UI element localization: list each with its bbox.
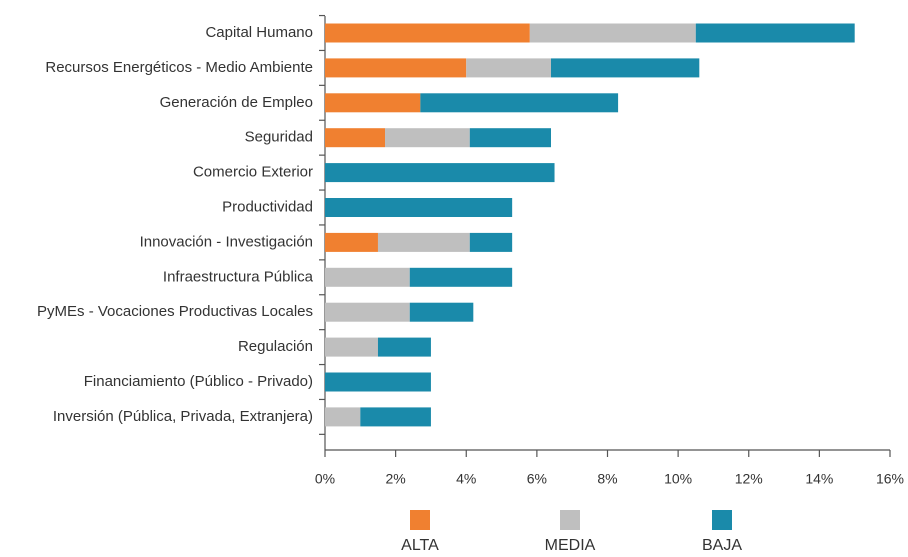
category-label: Seguridad	[245, 129, 313, 146]
x-tick-label: 8%	[597, 471, 617, 487]
bar-segment	[325, 128, 386, 148]
bar-segment	[377, 232, 470, 252]
bar-segment	[325, 163, 555, 183]
legend-label: ALTA	[401, 537, 439, 554]
bar-segment	[325, 198, 513, 217]
bar-segment	[325, 267, 410, 287]
category-label: PyMEs - Vocaciones Productivas Locales	[37, 303, 313, 320]
bar-segment	[695, 23, 855, 43]
category-label: Productividad	[222, 198, 313, 215]
category-label: Recursos Energéticos - Medio Ambiente	[45, 59, 313, 76]
bar-segment	[385, 128, 470, 148]
category-label: Financiamiento (Público - Privado)	[84, 373, 313, 390]
bar-segment	[466, 58, 551, 78]
category-label: Comercio Exterior	[193, 164, 313, 181]
x-tick-label: 0%	[315, 471, 335, 487]
category-label: Capital Humano	[205, 24, 313, 41]
category-label: Infraestructura Pública	[163, 268, 314, 285]
category-label: Inversión (Pública, Privada, Extranjera)	[53, 408, 313, 425]
category-label: Innovación - Investigación	[140, 233, 313, 250]
bar-segment	[377, 337, 431, 357]
bar-segment	[325, 93, 421, 113]
bar-segment	[409, 302, 474, 322]
bar-segment	[409, 267, 513, 287]
legend-label: BAJA	[702, 537, 742, 554]
legend-swatch	[712, 510, 732, 530]
x-tick-label: 16%	[876, 471, 904, 487]
x-tick-label: 10%	[664, 471, 692, 487]
x-tick-label: 12%	[735, 471, 763, 487]
x-tick-label: 14%	[805, 471, 833, 487]
bar-segment	[325, 58, 467, 78]
bar-segment	[325, 302, 410, 322]
bar-segment	[325, 372, 431, 392]
bar-segment	[360, 407, 431, 427]
legend-label: MEDIA	[545, 537, 596, 554]
x-tick-label: 2%	[386, 471, 406, 487]
legend-swatch	[560, 510, 580, 530]
bar-segment	[325, 232, 378, 252]
category-label: Generación de Empleo	[160, 94, 313, 111]
bar-segment	[325, 337, 378, 357]
bar-segment	[469, 128, 551, 148]
x-tick-label: 6%	[527, 471, 547, 487]
bar-segment	[551, 58, 700, 78]
category-label: Regulación	[238, 338, 313, 355]
legend-swatch	[410, 510, 430, 530]
bar-segment	[469, 232, 513, 252]
bar-segment	[420, 93, 619, 113]
bar-segment	[325, 23, 530, 43]
bar-segment	[529, 23, 696, 43]
bar-segment	[325, 407, 361, 427]
x-tick-label: 4%	[456, 471, 476, 487]
